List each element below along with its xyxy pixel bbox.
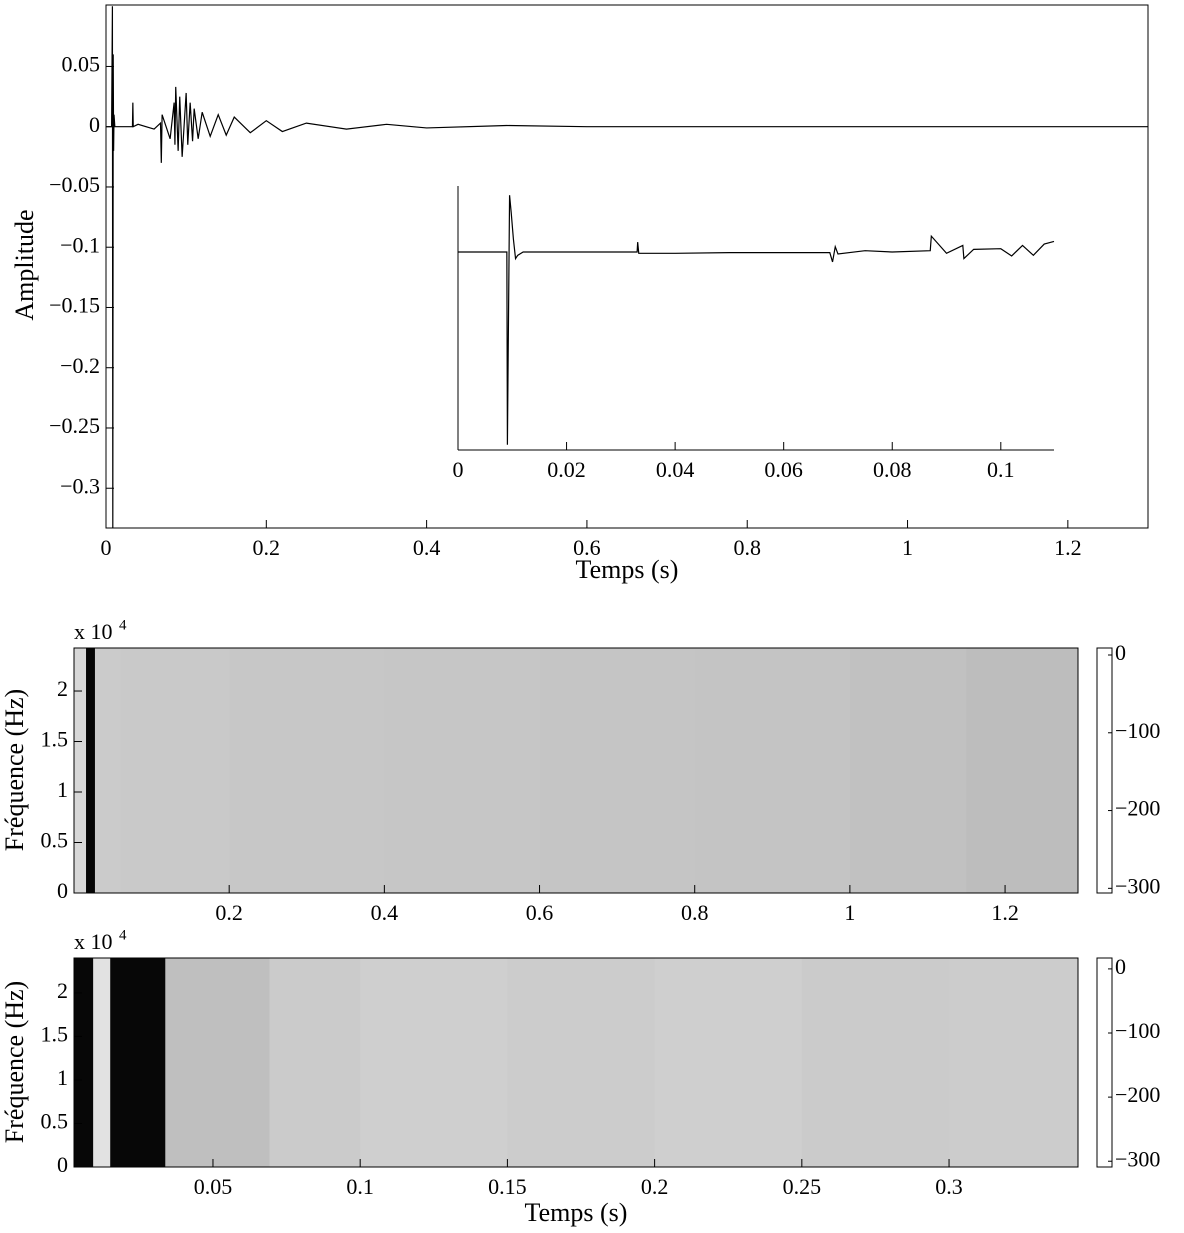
x-tick-label: 0.25 (783, 1174, 822, 1199)
x-tick-label: 0.1 (346, 1174, 374, 1199)
x-tick-label: 0.2 (641, 1174, 669, 1199)
colorbar-tick-label: −300 (1115, 873, 1160, 898)
x-tick-label: 0.15 (488, 1174, 527, 1199)
y-axis-label: Fréquence (Hz) (0, 689, 29, 851)
y-tick-label: 1.5 (41, 1022, 69, 1047)
y-tick-label: 2 (57, 978, 68, 1003)
y-multiplier: x 10 (74, 929, 113, 954)
x-tick-label: 0.6 (526, 900, 554, 925)
spectrogram-cell (949, 958, 1079, 1167)
x-tick-label: 1.2 (1054, 535, 1082, 560)
spectrogram-cell (110, 958, 166, 1167)
x-tick-label: 0.2 (215, 900, 243, 925)
x-tick-label: 0.06 (764, 457, 803, 482)
x-tick-label: 0 (453, 457, 464, 482)
y-multiplier-exponent: 4 (119, 617, 127, 633)
y-tick-label: −0.05 (49, 172, 100, 197)
x-axis-label: Temps (s) (576, 555, 679, 584)
y-tick-label: 2 (57, 676, 68, 701)
spectrogram-cell (849, 648, 967, 893)
x-tick-label: 1 (844, 900, 855, 925)
spectrogram-cell (229, 648, 385, 893)
spectrogram-cell (94, 648, 122, 893)
colorbar-tick-label: −100 (1115, 718, 1160, 743)
y-multiplier-exponent: 4 (119, 927, 127, 943)
colorbar-tick-label: 0 (1115, 640, 1126, 665)
x-tick-label: 0.8 (681, 900, 709, 925)
colorbar (1096, 957, 1113, 1168)
spectrogram-cell (507, 958, 656, 1167)
spectrogram-cell (74, 648, 87, 893)
spectrogram-cell (86, 648, 96, 893)
x-tick-label: 0.3 (935, 1174, 963, 1199)
spectrogram-cell (165, 958, 271, 1167)
x-tick-label: 0.05 (194, 1174, 233, 1199)
colorbar (1096, 647, 1113, 894)
x-tick-label: 0.8 (733, 535, 761, 560)
colorbar-tick-label: −100 (1115, 1018, 1160, 1043)
signal-line (106, 6, 1148, 529)
x-tick-label: 1 (902, 535, 913, 560)
x-tick-label: 0.2 (253, 535, 281, 560)
spectrogram-cell (539, 648, 696, 893)
y-tick-label: −0.15 (49, 293, 100, 318)
spectrogram-cell (694, 648, 851, 893)
spectrogram-cell (93, 958, 111, 1167)
spectrogram-cell (74, 958, 94, 1167)
spectrogram-cell (269, 958, 361, 1167)
y-tick-label: −0.3 (60, 473, 100, 498)
y-tick-label: 1 (57, 1065, 68, 1090)
colorbar-tick-label: 0 (1115, 954, 1126, 979)
y-axis-label: Fréquence (Hz) (0, 981, 29, 1143)
x-tick-label: 0.6 (573, 535, 601, 560)
colorbar-tick-label: −300 (1115, 1146, 1160, 1171)
x-tick-label: 0.4 (371, 900, 399, 925)
spectrogram-cell (360, 958, 508, 1167)
axes-box (73, 957, 1079, 1168)
colorbar-tick-label: −200 (1115, 1082, 1160, 1107)
y-tick-label: 0 (57, 878, 68, 903)
x-tick-label: 0.1 (987, 457, 1015, 482)
y-multiplier: x 10 (74, 619, 113, 644)
spectrogram-cell (801, 958, 950, 1167)
y-tick-label: −0.25 (49, 413, 100, 438)
x-tick-label: 0.04 (656, 457, 695, 482)
spectrogram-cell (384, 648, 541, 893)
x-tick-label: 0.02 (547, 457, 586, 482)
y-tick-label: 0 (89, 112, 100, 137)
x-tick-label: 0.4 (413, 535, 441, 560)
spectrogram-cell (120, 648, 230, 893)
y-tick-label: 1.5 (41, 727, 69, 752)
y-tick-label: 0.5 (41, 828, 69, 853)
y-tick-label: −0.1 (60, 232, 100, 257)
y-tick-label: 0 (57, 1152, 68, 1177)
spectrogram-cell (654, 958, 803, 1167)
x-tick-label: 0.08 (873, 457, 912, 482)
y-tick-label: 1 (57, 777, 68, 802)
x-axis-label: Temps (s) (525, 1198, 628, 1227)
colorbar-tick-label: −200 (1115, 796, 1160, 821)
x-tick-label: 0 (101, 535, 112, 560)
y-tick-label: 0.05 (62, 52, 101, 77)
spectrogram-cell (966, 648, 1079, 893)
y-tick-label: −0.2 (60, 353, 100, 378)
signal-line (458, 195, 1055, 445)
x-tick-label: 1.2 (991, 900, 1019, 925)
axes-box (105, 4, 1149, 529)
y-tick-label: 0.5 (41, 1109, 69, 1134)
axes-box (73, 647, 1079, 894)
y-axis-label: Amplitude (10, 209, 39, 320)
